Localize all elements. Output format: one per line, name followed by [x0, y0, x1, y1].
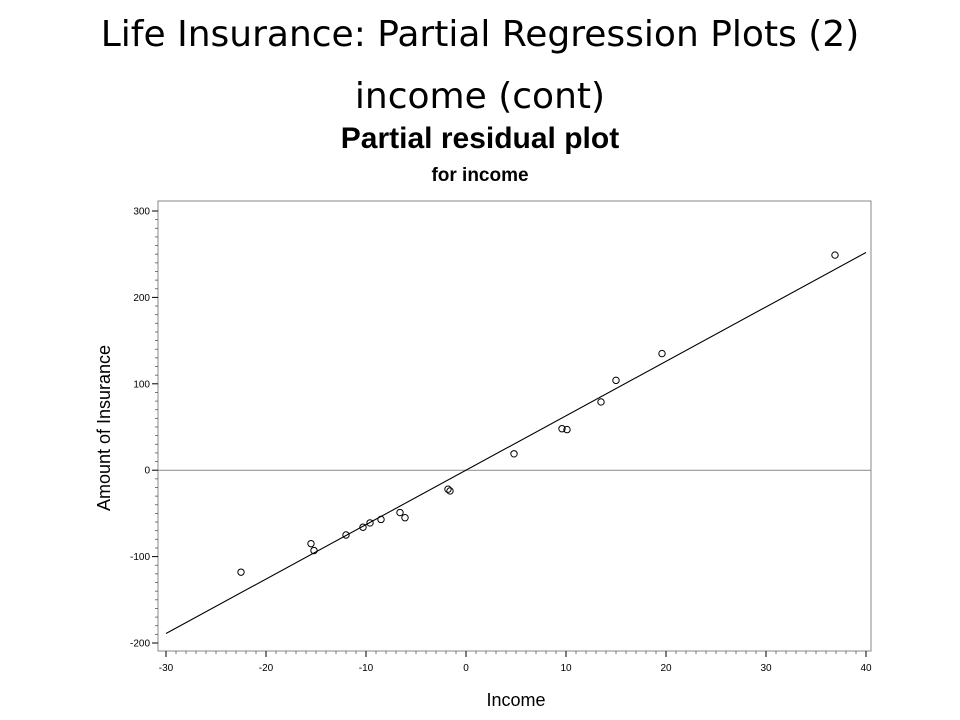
slide-title: Life Insurance: Partial Regression Plots…	[0, 4, 960, 128]
x-tick-label: -20	[259, 663, 274, 674]
data-point	[396, 508, 404, 517]
x-tick-label: 10	[560, 663, 572, 674]
data-point	[658, 349, 666, 358]
data-point	[597, 398, 605, 406]
y-tick-label: 300	[133, 207, 150, 218]
data-point	[377, 515, 385, 524]
y-tick-label: -100	[130, 552, 150, 563]
slide-title-line1: Life Insurance: Partial Regression Plots…	[100, 14, 860, 55]
x-tick-label: -10	[359, 663, 374, 674]
x-tick-label: 20	[660, 663, 672, 674]
y-axis-label: Amount of Insurance	[94, 345, 114, 511]
y-tick-label: 0	[144, 466, 150, 477]
x-tick-label: 0	[463, 663, 469, 674]
data-point	[563, 425, 571, 434]
data-point	[510, 450, 518, 458]
x-tick-label: 30	[760, 663, 772, 674]
fit-line-group	[165, 251, 867, 634]
x-axis-label: Income	[486, 690, 545, 710]
chart-subtitle: for income	[431, 165, 528, 186]
data-points	[237, 251, 839, 576]
data-point	[401, 514, 409, 522]
data-point	[558, 425, 566, 433]
chart-title: Partial residual plot	[341, 122, 619, 155]
x-tick-label: 40	[860, 663, 872, 674]
data-point	[359, 523, 367, 531]
data-point	[307, 539, 315, 548]
data-point	[342, 531, 350, 539]
y-tick-label: -200	[130, 639, 150, 650]
slide-title-line2: income (cont)	[354, 76, 606, 117]
fit-line	[165, 251, 867, 634]
data-point	[310, 546, 318, 555]
y-tick-label: 100	[133, 379, 150, 390]
data-point	[237, 568, 245, 576]
data-point	[831, 251, 839, 259]
data-point	[612, 376, 620, 385]
y-tick-label: 200	[133, 293, 150, 304]
data-point	[366, 519, 374, 527]
data-point	[446, 487, 454, 495]
data-point	[444, 485, 452, 493]
plot-frame	[157, 200, 872, 652]
x-tick-label: -30	[159, 663, 174, 674]
